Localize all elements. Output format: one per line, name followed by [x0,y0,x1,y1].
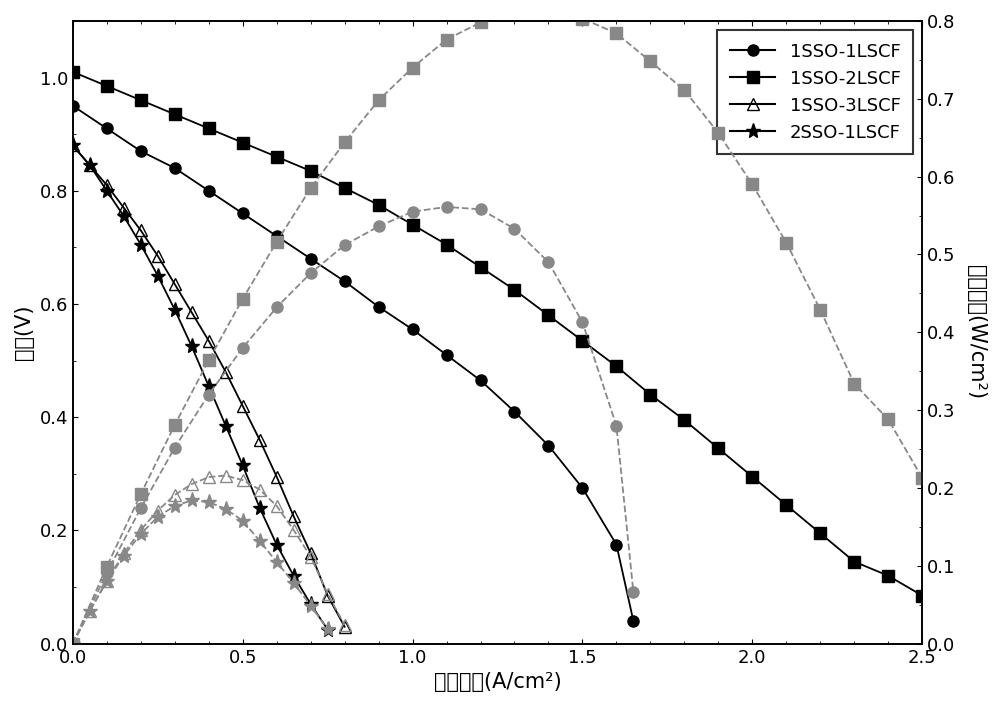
2SSO-1LSCF [305,600,317,609]
1SSO-2LSCF [67,68,79,76]
2SSO-1LSCF [203,382,215,390]
1SSO-3LSCF [67,141,79,150]
2SSO-1LSCF [84,161,96,169]
1SSO-3LSCF [101,181,113,189]
1SSO-3LSCF [152,251,164,260]
1SSO-3LSCF [322,592,334,600]
2SSO-1LSCF [118,212,130,220]
1SSO-2LSCF [576,337,588,345]
2SSO-1LSCF [169,306,181,314]
1SSO-1LSCF [101,124,113,133]
1SSO-1LSCF [627,617,639,626]
1SSO-2LSCF [746,472,758,481]
1SSO-1LSCF [373,303,385,311]
1SSO-2LSCF [237,138,249,147]
1SSO-2LSCF [780,501,792,509]
1SSO-2LSCF [407,220,419,229]
2SSO-1LSCF [152,271,164,280]
Y-axis label: 功率密度(W/cm²): 功率密度(W/cm²) [966,265,986,400]
2SSO-1LSCF [254,503,266,512]
1SSO-2LSCF [203,124,215,133]
Line: 1SSO-2LSCF: 1SSO-2LSCF [67,66,928,601]
1SSO-1LSCF [441,351,453,359]
2SSO-1LSCF [67,141,79,150]
1SSO-2LSCF [135,96,147,104]
1SSO-3LSCF [220,368,232,376]
1SSO-3LSCF [169,280,181,289]
1SSO-1LSCF [475,376,487,385]
2SSO-1LSCF [271,540,283,549]
1SSO-1LSCF [271,232,283,240]
2SSO-1LSCF [220,421,232,430]
1SSO-3LSCF [118,203,130,212]
1SSO-1LSCF [67,102,79,110]
1SSO-3LSCF [288,512,300,520]
Legend: 1SSO-1LSCF, 1SSO-2LSCF, 1SSO-3LSCF, 2SSO-1LSCF: 1SSO-1LSCF, 1SSO-2LSCF, 1SSO-3LSCF, 2SSO… [717,30,913,155]
1SSO-2LSCF [916,592,928,600]
1SSO-2LSCF [441,240,453,249]
1SSO-2LSCF [814,529,826,537]
1SSO-3LSCF [305,549,317,557]
1SSO-1LSCF [407,325,419,334]
Line: 1SSO-1LSCF: 1SSO-1LSCF [67,100,639,627]
1SSO-1LSCF [542,441,554,450]
Y-axis label: 电压(V): 电压(V) [14,304,34,360]
1SSO-1LSCF [305,254,317,263]
1SSO-1LSCF [576,484,588,492]
1SSO-1LSCF [610,540,622,549]
1SSO-2LSCF [101,82,113,90]
1SSO-2LSCF [373,201,385,209]
1SSO-2LSCF [882,572,894,580]
1SSO-2LSCF [712,444,724,453]
1SSO-3LSCF [271,472,283,481]
1SSO-3LSCF [254,436,266,444]
1SSO-2LSCF [542,311,554,320]
2SSO-1LSCF [288,572,300,580]
1SSO-2LSCF [848,557,860,566]
1SSO-2LSCF [644,390,656,399]
1SSO-1LSCF [203,186,215,195]
1SSO-3LSCF [237,402,249,410]
Line: 2SSO-1LSCF: 2SSO-1LSCF [65,138,335,638]
1SSO-2LSCF [339,184,351,192]
2SSO-1LSCF [186,342,198,351]
1SSO-1LSCF [135,147,147,155]
1SSO-3LSCF [339,623,351,631]
Line: 1SSO-3LSCF: 1SSO-3LSCF [67,140,350,633]
1SSO-1LSCF [169,164,181,172]
1SSO-1LSCF [237,209,249,217]
1SSO-2LSCF [678,416,690,424]
1SSO-3LSCF [135,226,147,234]
1SSO-2LSCF [169,110,181,119]
1SSO-3LSCF [186,309,198,317]
1SSO-3LSCF [203,337,215,345]
X-axis label: 电流密度(A/cm²): 电流密度(A/cm²) [434,672,561,692]
1SSO-2LSCF [508,286,520,294]
1SSO-3LSCF [84,161,96,169]
1SSO-1LSCF [508,407,520,416]
1SSO-1LSCF [339,277,351,285]
1SSO-2LSCF [610,362,622,371]
2SSO-1LSCF [322,626,334,634]
2SSO-1LSCF [135,240,147,249]
2SSO-1LSCF [237,461,249,469]
1SSO-2LSCF [475,263,487,271]
1SSO-2LSCF [271,152,283,161]
2SSO-1LSCF [101,186,113,195]
1SSO-2LSCF [305,167,317,175]
